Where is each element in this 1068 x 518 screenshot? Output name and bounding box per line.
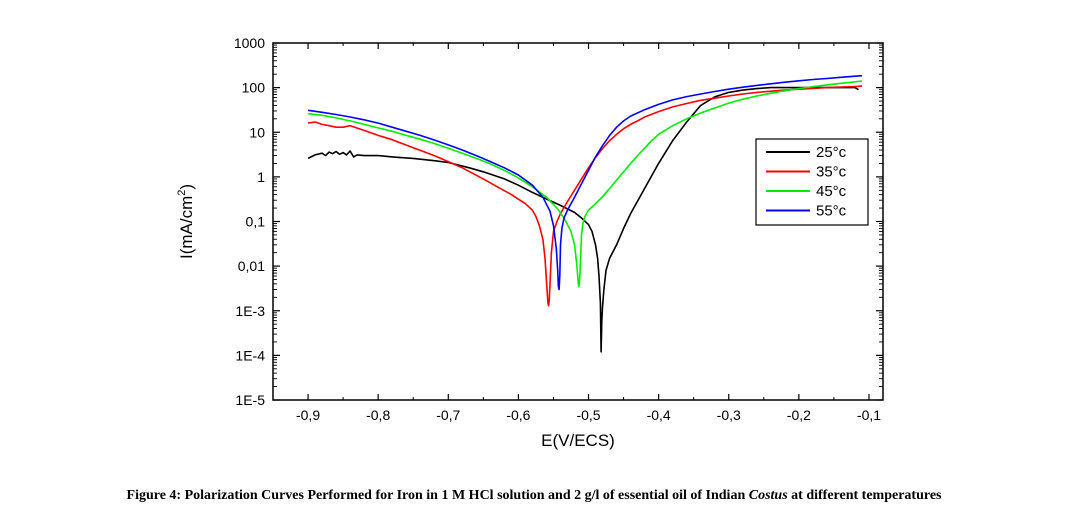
polarization-chart: -0,9 -0,8 -0,7 -0,6 -0,5 -0,4 -0,3 -0,2 -0,1 1E-… bbox=[176, 35, 884, 450]
y-tick-label: 1000 bbox=[234, 35, 265, 51]
plot-area bbox=[307, 74, 863, 353]
x-tick-label: -0,6 bbox=[506, 407, 530, 423]
x-tick-label: -0,3 bbox=[717, 407, 741, 423]
series-line bbox=[307, 74, 863, 291]
x-axis-title: E(V/ECS) bbox=[541, 431, 615, 450]
y-tick-label: 10 bbox=[249, 124, 265, 140]
x-tick-label: -0,7 bbox=[436, 407, 460, 423]
x-tick-label: -0,8 bbox=[366, 407, 390, 423]
legend-label: 35°c bbox=[816, 164, 847, 181]
caption-prefix: Figure 4: Polarization Curves Performed … bbox=[126, 488, 749, 503]
y-axis-title-end: ) bbox=[177, 184, 196, 190]
y-axis: 1E-5 1E-4 1E-3 0,01 0,1 1 10 100 1000 bbox=[234, 35, 883, 408]
y-tick-label: 1E-4 bbox=[235, 347, 265, 363]
caption-suffix: at different temperatures bbox=[787, 488, 942, 503]
y-tick-label: 0,1 bbox=[246, 214, 266, 230]
y-tick-label: 1E-3 bbox=[235, 303, 265, 319]
x-tick-label: -0,1 bbox=[857, 407, 881, 423]
y-tick-label: 100 bbox=[242, 80, 266, 96]
caption-italic: Costus bbox=[748, 488, 788, 503]
y-axis-title: I(mA/cm2) bbox=[176, 184, 196, 259]
series-line bbox=[308, 80, 863, 288]
x-axis: -0,9 -0,8 -0,7 -0,6 -0,5 -0,4 -0,3 -0,2 -0,1 bbox=[272, 43, 881, 423]
y-tick-label: 0,01 bbox=[238, 258, 265, 274]
legend-label: 25°c bbox=[816, 144, 847, 161]
x-tick-label: -0,9 bbox=[296, 407, 320, 423]
y-tick-label: 1E-5 bbox=[235, 392, 265, 408]
legend-label: 45°c bbox=[816, 183, 847, 200]
series-line bbox=[307, 86, 859, 353]
y-axis-title-main: I(mA/cm bbox=[177, 196, 196, 259]
y-axis-title-superscript: 2 bbox=[176, 190, 188, 196]
x-tick-label: -0,2 bbox=[787, 407, 811, 423]
legend-label: 55°c bbox=[816, 203, 847, 220]
legend: 25°c 35°c 45°c 55°c bbox=[755, 138, 869, 226]
x-tick-label: -0,4 bbox=[647, 407, 671, 423]
y-tick-label: 1 bbox=[257, 169, 265, 185]
x-tick-label: -0,5 bbox=[576, 407, 600, 423]
figure-caption: Figure 4: Polarization Curves Performed … bbox=[0, 488, 1068, 504]
